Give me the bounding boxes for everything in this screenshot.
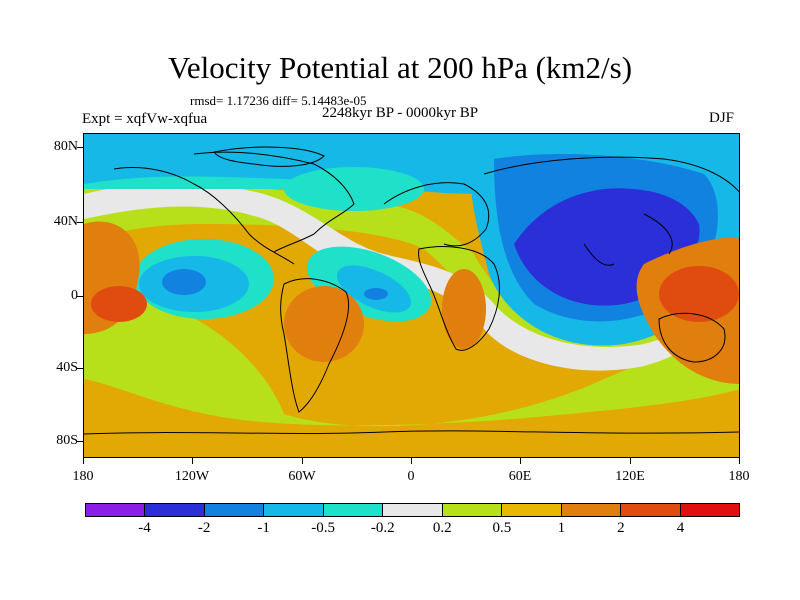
lon-label-180e: 180 <box>728 469 750 484</box>
lon-label-120w: 120W <box>174 469 210 484</box>
colorbar-label: -0.2 <box>370 520 395 536</box>
field-lime-south <box>84 284 739 427</box>
experiment-label: Expt = xqfVw-xqfua <box>82 111 208 127</box>
colorbar-label: -0.5 <box>311 520 336 536</box>
coast-north-america-east <box>193 151 355 253</box>
rmsd-stats: rmsd= 1.17236 diff= 5.14483e-05 <box>190 93 367 108</box>
colorbar-swatch <box>323 504 384 516</box>
xtick <box>411 458 412 464</box>
colorbar-label: -4 <box>138 520 151 536</box>
ytick <box>77 296 83 297</box>
colorbar-swatch <box>383 504 443 516</box>
velocity-potential-map <box>83 133 740 458</box>
colorbar-label: 4 <box>676 520 685 536</box>
colorbar-swatch <box>442 504 503 516</box>
coast-north-america-west <box>113 166 295 265</box>
colorbar-swatch <box>561 504 622 516</box>
ytick <box>77 441 83 442</box>
coast-antarctica <box>84 430 739 435</box>
season-label: DJF <box>709 110 735 126</box>
lon-label-60e: 60E <box>508 469 532 484</box>
colorbar-label: 2 <box>617 520 625 536</box>
colorbar-swatch <box>264 504 324 516</box>
coastlines <box>84 146 739 435</box>
xtick <box>520 458 521 464</box>
coast-south-america <box>280 278 350 413</box>
lon-label-180w: 180 <box>72 469 94 484</box>
colorbar-swatch <box>680 504 739 516</box>
colorbar-label: 1 <box>557 520 566 536</box>
lon-label-120e: 120E <box>615 469 645 484</box>
colorbar <box>85 503 740 517</box>
colorbar-swatch <box>621 504 681 516</box>
lat-label-80n: 80N <box>53 139 78 154</box>
field-midblue-atlantic <box>364 288 388 300</box>
ytick <box>77 147 83 148</box>
period-label: 2248kyr BP - 0000kyr BP <box>322 105 479 121</box>
coast-asia <box>483 156 739 266</box>
colorbar-swatch <box>502 504 562 516</box>
lat-label-40s: 40S <box>56 360 78 375</box>
colorbar-label: -2 <box>197 520 211 536</box>
field-red-maritime <box>659 266 739 322</box>
field-orange-africa <box>442 269 486 349</box>
colorbar-swatch <box>86 504 146 516</box>
xtick <box>302 458 303 464</box>
coast-australia <box>658 312 726 363</box>
coast-africa <box>418 246 500 351</box>
xtick <box>739 458 740 464</box>
colorbar-swatch <box>145 504 205 516</box>
xtick <box>630 458 631 464</box>
ytick <box>77 222 83 223</box>
field-orange-samerica <box>284 286 364 362</box>
colorbar-label: -1 <box>257 520 270 536</box>
colorbar-label: 0.5 <box>492 520 512 536</box>
lon-label-60w: 60W <box>288 469 316 484</box>
coast-europe <box>383 182 490 247</box>
colorbar-swatch <box>204 504 265 516</box>
chart-title: Velocity Potential at 200 hPa (km2/s) <box>167 50 633 85</box>
lon-label-0: 0 <box>407 469 415 484</box>
ytick <box>77 368 83 369</box>
xtick <box>83 458 84 464</box>
coast-greenland <box>213 146 325 167</box>
lat-label-eq: 0 <box>71 288 78 303</box>
lat-label-40n: 40N <box>53 214 78 229</box>
contour-field <box>84 134 739 457</box>
colorbar-label: 0.2 <box>432 520 452 536</box>
field-midblue-pacific <box>162 269 206 295</box>
xtick <box>192 458 193 464</box>
field-red-cpac <box>91 286 147 322</box>
lat-label-80s: 80S <box>56 433 78 448</box>
